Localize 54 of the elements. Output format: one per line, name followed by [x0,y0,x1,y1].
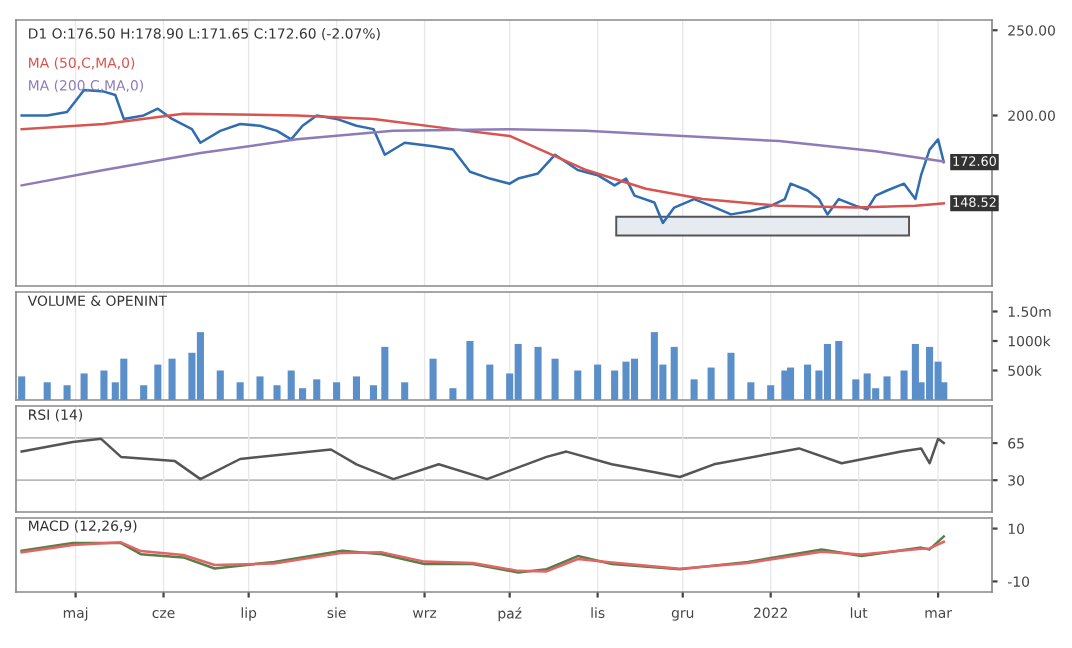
bar [514,343,522,400]
bar [168,358,176,400]
bar [650,332,658,400]
bar [333,382,341,400]
bar [140,385,148,400]
bar [835,340,843,400]
bar [747,382,755,400]
bar [900,370,908,400]
bar [352,376,361,400]
bar [911,343,919,400]
bar [100,370,108,400]
bar [486,364,494,400]
bar [574,370,582,400]
bar [670,346,678,400]
bar [449,388,457,400]
bar [236,382,244,400]
bar [727,352,735,400]
bar [690,379,698,400]
bar [852,379,860,400]
bar [63,385,71,400]
bar [256,376,264,400]
bar [622,361,630,400]
line-series [20,127,946,187]
bar [707,367,715,400]
bar [630,358,639,400]
bar [43,382,51,400]
bar [611,370,619,400]
bar [313,379,321,400]
bar [594,364,602,400]
bar [287,370,295,400]
bar [381,346,389,400]
bar [804,364,812,400]
bar [369,385,378,400]
bar [863,373,871,400]
bar [883,376,891,400]
bar [154,364,162,400]
bar [534,346,542,400]
bar [787,367,795,400]
bar [80,373,88,400]
bar [466,340,474,400]
bar [196,332,204,400]
bar [120,358,128,400]
bar [551,358,559,400]
bar [767,385,775,400]
bar [429,358,437,400]
bar [926,346,934,400]
bar [823,343,831,400]
bar [273,385,281,400]
line-series [20,112,946,209]
bar [401,382,409,400]
bar [216,370,224,400]
bar [18,376,26,400]
bar [299,388,307,400]
line-series [20,437,946,481]
